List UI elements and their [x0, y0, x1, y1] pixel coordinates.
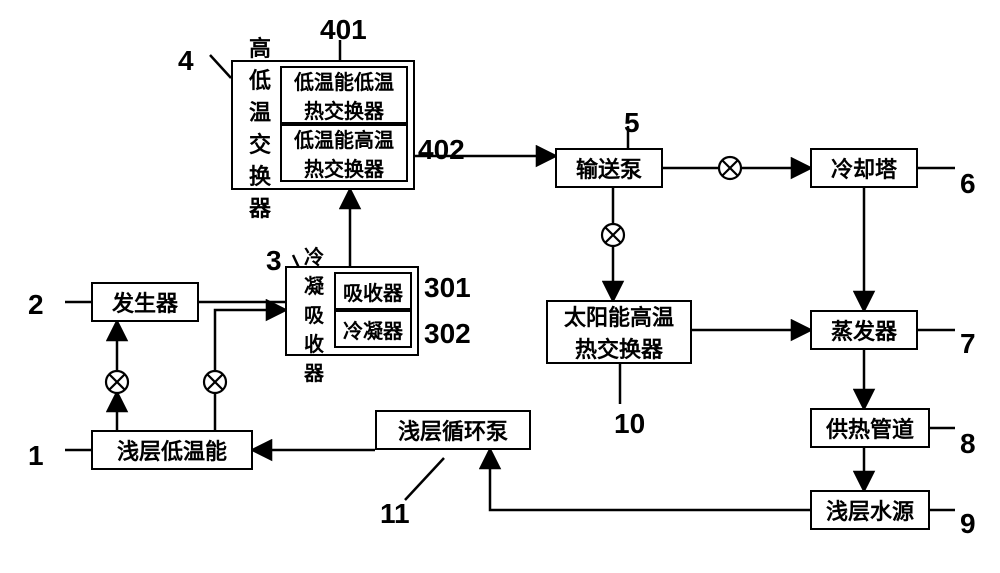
- ref-r3: 3: [266, 245, 282, 277]
- ref-r10: 10: [614, 408, 645, 440]
- node-shallowSrc-label: 浅层水源: [826, 494, 914, 526]
- valve-v4: [719, 157, 741, 179]
- ref-r2: 2: [28, 289, 44, 321]
- node-generator: 发生器: [91, 282, 199, 322]
- node-shallowSrc: 浅层水源: [810, 490, 930, 530]
- ref-r5: 5: [624, 107, 640, 139]
- node-pump: 输送泵: [555, 148, 663, 188]
- node-hlExchanger-label: 高低温交换器: [237, 66, 283, 188]
- node-absorber: 吸收器: [334, 272, 412, 310]
- ref-r4: 4: [178, 45, 194, 77]
- node-circPump-label: 浅层循环泵: [398, 414, 508, 446]
- node-condenser-label: 冷凝器: [343, 315, 403, 344]
- node-hlLow: 低温能低温 热交换器: [280, 66, 408, 124]
- node-solarEx-label: 太阳能高温 热交换器: [564, 300, 674, 364]
- valve-v3: [602, 224, 624, 246]
- node-tower: 冷却塔: [810, 148, 918, 188]
- node-hlHigh: 低温能高温 热交换器: [280, 124, 408, 182]
- node-circPump: 浅层循环泵: [375, 410, 531, 450]
- ref-r302: 302: [424, 318, 471, 350]
- ref-r11: 11: [380, 498, 410, 530]
- node-heatPipe-label: 供热管道: [826, 412, 914, 444]
- ref-r7: 7: [960, 328, 976, 360]
- node-tower-label: 冷却塔: [831, 152, 897, 184]
- node-condenser: 冷凝器: [334, 310, 412, 348]
- node-shallowLow-label: 浅层低温能: [117, 434, 227, 466]
- edge: [210, 55, 231, 78]
- valve-v2: [204, 371, 226, 393]
- valve-v1: [106, 371, 128, 393]
- edge: [490, 450, 810, 510]
- ref-r9: 9: [960, 508, 976, 540]
- node-absorber-label: 吸收器: [343, 277, 403, 306]
- node-hlHigh-label: 低温能高温 热交换器: [294, 124, 394, 182]
- node-hlLow-label: 低温能低温 热交换器: [294, 66, 394, 124]
- node-generator-label: 发生器: [112, 286, 178, 318]
- edge: [215, 310, 285, 371]
- ref-r401: 401: [320, 14, 367, 46]
- diagram-stage: 发生器浅层低温能 高低温交换器低温能低温 热交换器低温能高温 热交换器冷凝吸收器吸…: [0, 0, 1000, 573]
- ref-r6: 6: [960, 168, 976, 200]
- node-shallowLow: 浅层低温能: [91, 430, 253, 470]
- edge: [405, 458, 444, 500]
- node-condAbs-label: 冷凝吸收器: [291, 272, 337, 354]
- ref-r1: 1: [28, 440, 44, 472]
- node-solarEx: 太阳能高温 热交换器: [546, 300, 692, 364]
- ref-r8: 8: [960, 428, 976, 460]
- node-heatPipe: 供热管道: [810, 408, 930, 448]
- ref-r301: 301: [424, 272, 471, 304]
- ref-r402: 402: [418, 134, 465, 166]
- node-evaporator-label: 蒸发器: [831, 314, 897, 346]
- node-pump-label: 输送泵: [576, 152, 642, 184]
- node-evaporator: 蒸发器: [810, 310, 918, 350]
